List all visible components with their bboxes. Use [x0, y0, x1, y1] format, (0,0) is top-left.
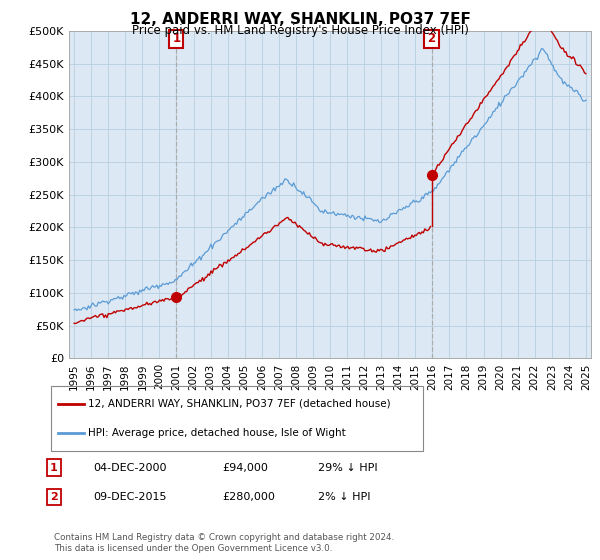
Text: 2: 2 [50, 492, 58, 502]
Text: 29% ↓ HPI: 29% ↓ HPI [318, 463, 377, 473]
Text: 1: 1 [172, 32, 181, 45]
Text: £280,000: £280,000 [222, 492, 275, 502]
Text: 12, ANDERRI WAY, SHANKLIN, PO37 7EF (detached house): 12, ANDERRI WAY, SHANKLIN, PO37 7EF (det… [88, 399, 391, 409]
Text: 1: 1 [50, 463, 58, 473]
Text: HPI: Average price, detached house, Isle of Wight: HPI: Average price, detached house, Isle… [88, 428, 346, 438]
Text: Contains HM Land Registry data © Crown copyright and database right 2024.
This d: Contains HM Land Registry data © Crown c… [54, 533, 394, 553]
Text: 09-DEC-2015: 09-DEC-2015 [93, 492, 167, 502]
Text: 04-DEC-2000: 04-DEC-2000 [93, 463, 167, 473]
Text: 2: 2 [427, 32, 436, 45]
Text: Price paid vs. HM Land Registry's House Price Index (HPI): Price paid vs. HM Land Registry's House … [131, 24, 469, 37]
Text: 2% ↓ HPI: 2% ↓ HPI [318, 492, 371, 502]
Text: £94,000: £94,000 [222, 463, 268, 473]
Text: 12, ANDERRI WAY, SHANKLIN, PO37 7EF: 12, ANDERRI WAY, SHANKLIN, PO37 7EF [130, 12, 470, 27]
